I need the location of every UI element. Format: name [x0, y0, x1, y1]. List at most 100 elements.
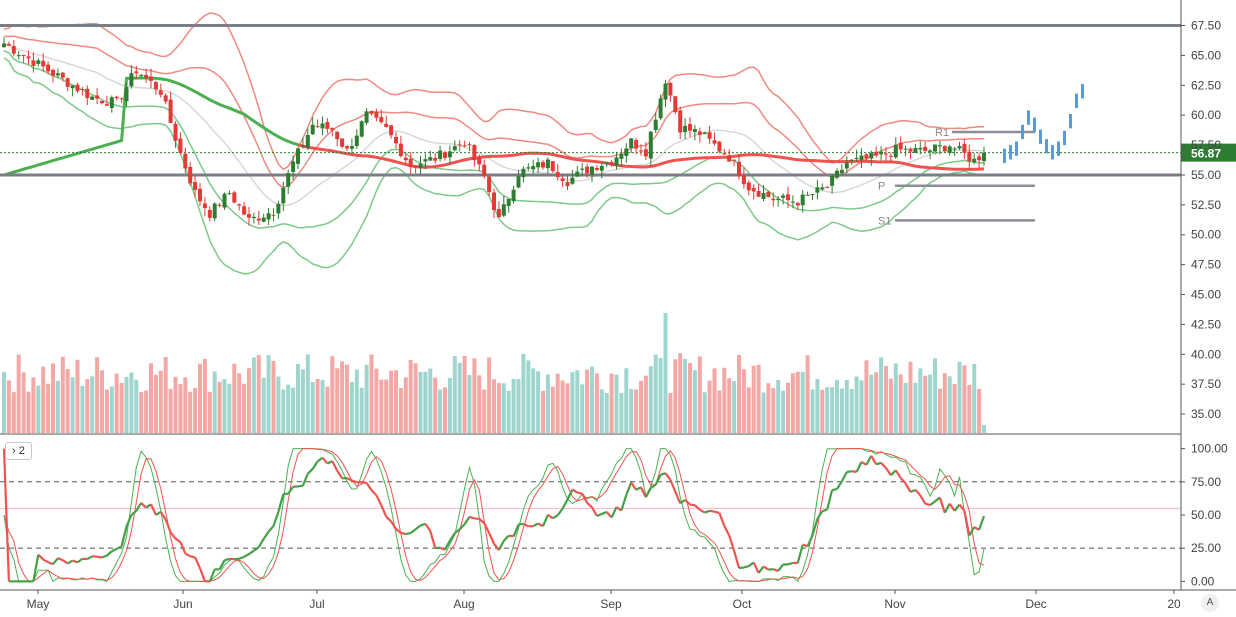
candle-body [575, 171, 580, 177]
candle-body [634, 140, 639, 149]
osc-rsi-segment [287, 486, 294, 495]
osc-rsi-segment [463, 516, 471, 525]
osc-rsi-segment [591, 506, 598, 517]
candle-body [408, 158, 413, 167]
candle-body [879, 151, 884, 155]
osc-rsi-segment [351, 479, 358, 484]
osc-rsi-segment [532, 522, 539, 528]
candle-body [374, 111, 379, 118]
volume-bar [898, 374, 903, 433]
candle-body [183, 153, 188, 169]
time-tick-label: 20 [1167, 597, 1181, 611]
volume-bar [193, 387, 198, 433]
volume-bar [761, 392, 766, 433]
volume-bar [281, 389, 286, 433]
volume-bar [139, 391, 144, 433]
osc-rsi-segment [699, 508, 706, 514]
candle-body [168, 99, 173, 123]
osc-rsi-segment [414, 524, 422, 531]
osc-rsi-segment [777, 563, 784, 572]
osc-rsi-segment [257, 538, 265, 548]
osc-rsi-segment [938, 497, 946, 514]
osc-rsi-segment [439, 546, 446, 551]
osc-rsi-segment [429, 530, 437, 549]
volume-bar [918, 368, 923, 433]
osc-rsi-segment [361, 481, 367, 484]
candle-body [65, 78, 70, 87]
candle-body [776, 198, 781, 200]
volume-bar [692, 370, 697, 433]
osc-rsi-segment [238, 555, 245, 560]
candle-body [741, 175, 746, 185]
candle-body [697, 131, 702, 135]
price-tick-label: 65.00 [1191, 48, 1221, 62]
candle-body [315, 126, 320, 128]
osc-rsi-segment [826, 489, 834, 510]
osc-rsi-segment [811, 518, 819, 536]
volume-bar [741, 369, 746, 433]
volume-bar [433, 377, 438, 433]
volume-bar [41, 366, 46, 433]
pivot-label: P [878, 181, 885, 193]
osc-rsi-segment [581, 493, 589, 504]
osc-rsi-segment [326, 460, 333, 465]
price-tick-label: 35.00 [1191, 407, 1221, 421]
auto-scale-button[interactable]: A [1201, 594, 1219, 612]
candle-body [555, 172, 560, 177]
forecast-bar [1057, 141, 1060, 156]
volume-bar [256, 355, 261, 433]
osc-rsi-segment [733, 550, 741, 569]
osc-rsi-segment [67, 559, 74, 565]
osc-rsi-segment [650, 483, 657, 489]
volume-bar [967, 384, 972, 433]
candle-body [207, 209, 212, 218]
osc-rsi-segment [297, 484, 304, 488]
volume-bar [634, 389, 639, 433]
candle-body [354, 135, 359, 146]
osc-rsi-segment [169, 531, 177, 540]
candle-body [330, 128, 335, 131]
osc-rsi-segment [307, 468, 314, 475]
osc-rsi-segment [385, 515, 392, 523]
volume-bar [609, 373, 614, 433]
osc-rsi-segment [424, 523, 432, 532]
volume-bar [374, 368, 379, 433]
candle-body [104, 104, 109, 106]
time-tick-label: Jun [173, 597, 192, 611]
osc-rsi-segment [963, 510, 971, 536]
osc-rsi-segment [714, 510, 720, 515]
price-tick-label: 45.00 [1191, 288, 1221, 302]
volume-bar [937, 388, 942, 433]
candle-body [663, 83, 668, 100]
candle-body [614, 157, 619, 166]
candle-body [506, 199, 511, 206]
osc-rsi-segment [552, 514, 559, 520]
volume-bar [85, 379, 90, 433]
candle-body [310, 124, 315, 135]
candle-body [70, 85, 75, 89]
volume-bar [153, 374, 158, 433]
candle-body [815, 187, 820, 193]
oscillator-pane-toggle[interactable]: › 2 [5, 442, 32, 460]
candle-body [570, 177, 575, 184]
volume-bar [394, 370, 398, 433]
osc-rsi-segment [395, 528, 402, 534]
osc-rsi-segment [380, 504, 388, 518]
candle-body [737, 161, 741, 177]
candlestick-series [2, 37, 986, 226]
candle-body [389, 125, 394, 136]
forecast-bar [1075, 93, 1078, 109]
time-tick-label: Sep [600, 597, 622, 611]
osc-rsi-segment [311, 460, 319, 470]
candle-body [550, 161, 555, 172]
osc-rsi-segment [101, 554, 108, 559]
candle-body [825, 186, 830, 188]
osc-rsi-segment [806, 534, 814, 547]
sma-20-line [3, 42, 984, 207]
candle-body [46, 64, 51, 72]
osc-rsi-segment [660, 472, 666, 476]
candle-body [227, 193, 232, 195]
volume-bar [55, 380, 60, 433]
volume-bar [212, 371, 217, 433]
